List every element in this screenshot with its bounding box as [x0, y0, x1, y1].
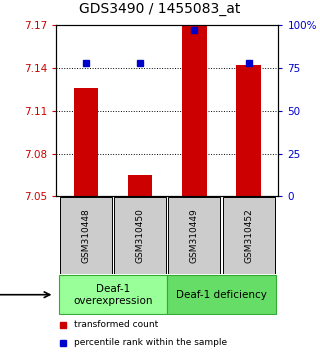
Bar — [114, 197, 166, 274]
Bar — [182, 25, 206, 196]
Bar — [222, 197, 275, 274]
Bar — [168, 197, 220, 274]
Bar — [128, 175, 152, 196]
Bar — [59, 275, 167, 314]
Text: Deaf-1
overexpression: Deaf-1 overexpression — [73, 284, 153, 306]
Bar — [236, 65, 261, 196]
Bar — [60, 197, 112, 274]
Text: Deaf-1 deficiency: Deaf-1 deficiency — [176, 290, 267, 300]
Text: GSM310448: GSM310448 — [81, 208, 90, 263]
Bar — [167, 275, 276, 314]
Text: GDS3490 / 1455083_at: GDS3490 / 1455083_at — [79, 2, 241, 16]
Text: GSM310452: GSM310452 — [244, 208, 253, 263]
Bar — [74, 88, 98, 196]
Text: GSM310450: GSM310450 — [136, 208, 145, 263]
Text: GSM310449: GSM310449 — [190, 208, 199, 263]
Text: percentile rank within the sample: percentile rank within the sample — [74, 338, 227, 347]
Text: transformed count: transformed count — [74, 320, 158, 330]
